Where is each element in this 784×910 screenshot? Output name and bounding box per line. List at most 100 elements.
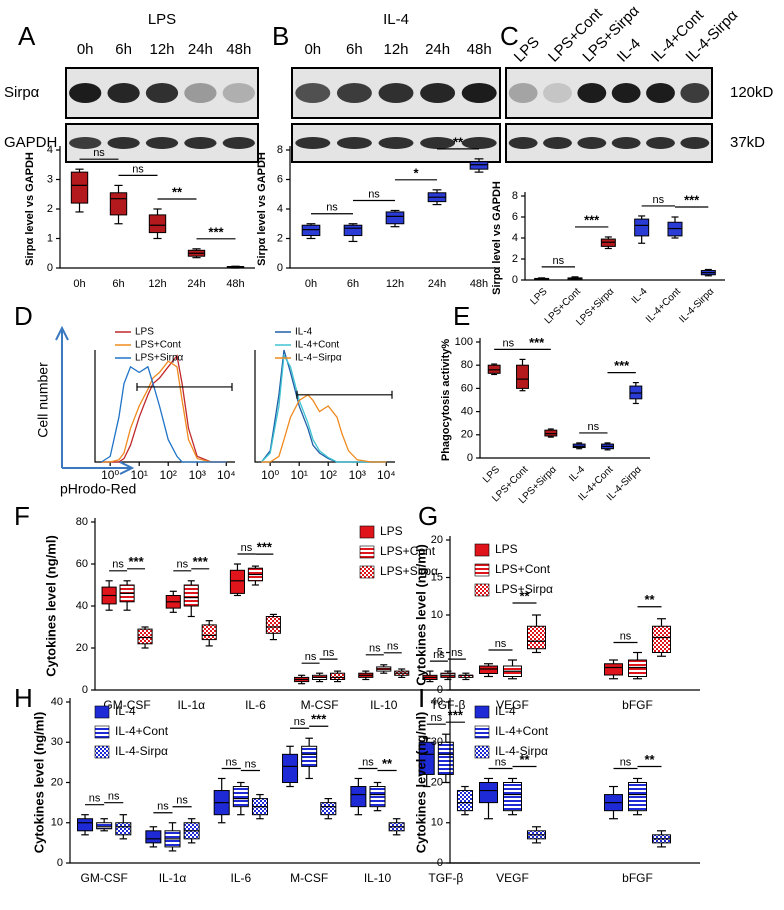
box [77,818,94,832]
blot-band [420,83,456,103]
lane-label: IL-4 [614,35,644,65]
x-tick-label: IL-6 [230,871,251,885]
y-tick-label: 6 [277,173,283,185]
y-tick-label: 40 [76,600,88,612]
legend-label: IL-4-Sirpα [115,744,168,758]
significance-label: ns [245,758,257,770]
x-tick-label: 12h [148,278,166,290]
x-tick-label: VEGF [496,698,529,712]
lane-label: 6h [115,41,132,58]
blot-band [508,83,538,103]
significance-label: ns [430,712,442,724]
box [516,364,529,389]
legend-swatch [474,725,490,739]
size-label: 37kD [730,134,765,151]
legend-swatch [359,525,375,539]
x-tick-label: IL-4+Cont [644,286,683,325]
box [350,786,367,808]
box [115,822,132,836]
box [503,782,522,812]
x-tick-label: 12h [386,278,404,290]
legend-label: LPS [495,542,518,556]
box [229,569,246,594]
blot-band [543,83,572,103]
y-tick-label: 4 [277,203,283,215]
box [148,214,167,234]
y-tick-label: 10 [431,609,443,621]
x-tick-label: 6h [112,278,124,290]
blot-band [646,137,675,149]
legend-label: LPS+Cont [135,340,181,351]
blot-band [577,83,607,103]
axis-arrow [62,461,135,475]
significance-label: *** [684,192,700,207]
lane-label: 12h [149,41,174,58]
lane-label: 6h [346,41,363,58]
histogram-line [101,365,227,463]
significance-label: ns [89,793,101,805]
box [282,753,299,784]
legend-label: IL-4+Cont [295,340,339,351]
blot-band [295,83,331,103]
y-tick-label: 20 [461,429,473,441]
y-tick-label: 8 [512,190,518,202]
lane-label: 24h [425,41,450,58]
y-tick-label: 2 [47,203,53,215]
box [301,224,321,237]
blot-band [611,83,641,103]
legend-label: LPS+Sirpα [380,564,438,578]
y-tick-label: 0 [437,684,443,696]
x-tick-label: 0h [73,278,85,290]
box [469,161,489,170]
x-tick-label: 10⁴ [377,468,396,482]
x-tick-label: 10³ [349,468,366,482]
blot-band [461,83,497,103]
significance-label: ns [305,651,317,663]
y-tick-label: 80 [76,516,88,528]
blot-band [222,83,255,103]
legend-swatch [474,705,490,719]
significance-label: ns [495,756,507,768]
blot-band [295,137,331,149]
y-tick-label: 8 [277,144,283,156]
y-tick-label: 20 [431,534,443,546]
blot-frame [505,123,713,163]
x-tick-label: M-CSF [301,698,339,712]
panel-label: G [418,501,438,531]
axis-line [94,350,235,463]
box [109,192,128,216]
x-tick-label: bFGF [622,698,653,712]
significance-label: ns [112,559,124,571]
legend-label: IL-4-Sirpα [495,744,548,758]
y-tick-label: 0 [277,262,283,274]
blot-band [611,137,641,149]
panel-label: C [500,21,519,51]
y-tick-label: 3 [47,173,53,185]
blot-band [145,137,179,149]
x-tick-label: IL-1α [159,871,187,885]
panel-label: D [14,301,33,331]
y-tick-label: 100 [455,336,473,348]
lane-label: 0h [304,41,321,58]
significance-label: *** [311,712,327,727]
box [479,665,498,674]
histogram-line [260,353,387,463]
significance-label: *** [193,554,209,569]
box [456,790,473,812]
y-tick-label: 40 [51,696,63,708]
significance-label: ns [495,638,507,650]
significance-label: ** [644,752,655,767]
y-axis-label: Cytokines level (ng/ml) [43,535,58,677]
box [329,672,346,681]
y-tick-label: 10 [431,817,443,829]
y-tick-label: 4 [47,144,53,156]
x-tick-label: 10¹ [131,468,148,482]
y-tick-label: 60 [461,382,473,394]
x-tick-label: 10¹ [291,468,308,482]
legend-swatch [94,705,110,719]
x-tick-label: IL-4 [567,464,587,484]
significance-label: ** [519,588,530,603]
legend-label: IL-4 [115,704,136,718]
histogram-line [260,349,387,463]
box [628,659,647,677]
